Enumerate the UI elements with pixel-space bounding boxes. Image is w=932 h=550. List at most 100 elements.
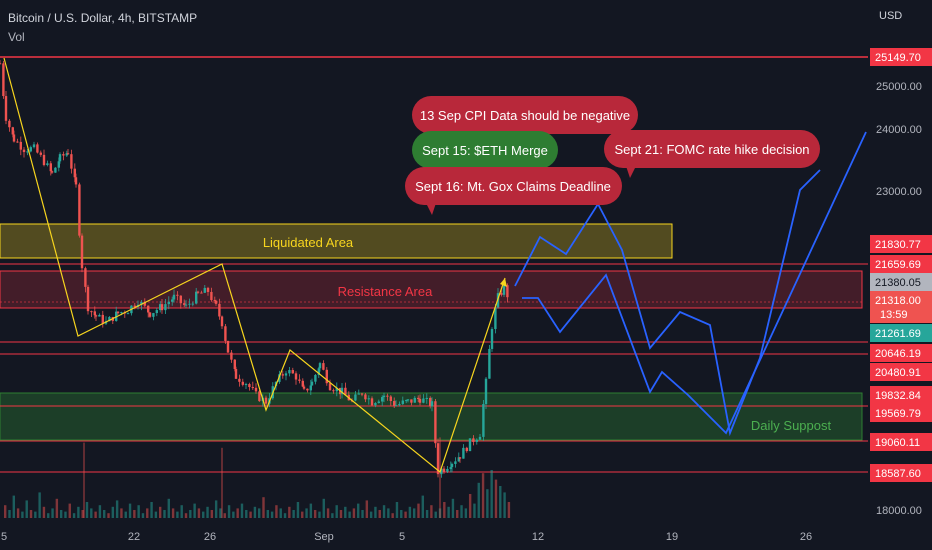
volume-bar <box>34 511 37 518</box>
candle-body <box>226 340 230 353</box>
candle-body <box>16 141 19 143</box>
candle-body <box>179 295 182 304</box>
volume-bar <box>29 510 33 518</box>
volume-bar <box>124 511 127 518</box>
candle-body <box>234 369 238 379</box>
candle-body <box>39 152 42 155</box>
volume-bar <box>387 508 390 518</box>
volume-bar <box>38 492 41 518</box>
candle-body <box>90 311 93 313</box>
volume-bar <box>115 500 119 518</box>
candle-body <box>230 352 233 360</box>
annotation-mtgox[interactable]: Sept 16: Mt. Gox Claims Deadline <box>405 167 622 215</box>
volume-bar <box>47 513 50 518</box>
volume-bar <box>391 513 394 518</box>
volume-bar <box>468 494 472 518</box>
candle-body <box>183 303 186 305</box>
price-label-text: 21830.77 <box>875 239 921 251</box>
volume-indicator-label[interactable]: Vol <box>8 30 25 44</box>
volume-bar <box>176 511 179 518</box>
candle-body <box>57 161 60 168</box>
candle-body <box>494 307 497 330</box>
candle-body <box>214 300 218 304</box>
candle-body <box>86 286 90 312</box>
volume-bar <box>275 505 278 518</box>
y-tick-label: 24000.00 <box>876 124 922 136</box>
volume-bar <box>94 511 97 518</box>
price-label-text: 21659.69 <box>875 259 921 271</box>
annotation-eth-merge[interactable]: Sept 15: $ETH Merge <box>412 131 558 169</box>
candle-body <box>148 312 152 317</box>
annotation-fomc[interactable]: Sept 21: FOMC rate hike decision <box>604 130 820 178</box>
price-axis[interactable]: 25000.00 24000.00 23000.00 18000.00 2514… <box>870 48 932 517</box>
candle-body <box>354 394 357 401</box>
candle-body <box>418 398 422 403</box>
candle-body <box>281 374 284 376</box>
symbol-title[interactable]: Bitcoin / U.S. Dollar, 4h, BITSTAMP <box>8 11 198 25</box>
volume-bar <box>369 511 373 518</box>
volume-bar <box>214 500 218 518</box>
x-tick-label: 5 <box>399 531 405 543</box>
projection-path-upper <box>514 169 821 437</box>
volume-bar <box>262 497 265 518</box>
liquidated-area-label: Liquidated Area <box>263 235 354 250</box>
candle-body <box>200 292 203 294</box>
volume-bar <box>270 511 274 518</box>
candle-body <box>328 383 332 391</box>
volume-bar <box>477 482 480 518</box>
candle-body <box>442 468 446 472</box>
candle-body <box>484 378 488 405</box>
candle-body <box>2 63 5 97</box>
candle-body <box>340 387 344 395</box>
volume-bar <box>335 505 338 518</box>
candle-body <box>140 301 143 305</box>
annotation-cpi[interactable]: 13 Sep CPI Data should be negative <box>412 96 638 134</box>
candle-body <box>155 310 158 314</box>
currency-label: USD <box>879 10 903 22</box>
volume-bar <box>232 511 235 518</box>
candle-body <box>19 141 22 150</box>
volume-bar <box>481 473 485 518</box>
candle-body <box>325 369 328 384</box>
volume-bar <box>279 508 282 518</box>
volume-bar <box>146 508 149 518</box>
candle-body <box>462 447 465 459</box>
candle-body <box>98 314 101 317</box>
candle-body <box>430 401 434 407</box>
volume-bar <box>404 511 407 518</box>
candle-body <box>357 393 360 395</box>
price-label-tag: 19569.79 <box>870 404 932 422</box>
candle-body <box>184 304 188 306</box>
annotation-eth-merge-text: Sept 15: $ETH Merge <box>422 143 548 158</box>
time-axis[interactable]: 5 22 26 Sep 5 12 19 26 <box>1 531 812 543</box>
y-tick-label: 25000.00 <box>876 81 922 93</box>
candle-body <box>84 268 87 287</box>
volume-bar <box>357 503 360 518</box>
candle-body <box>306 388 309 391</box>
candle-body <box>54 167 57 173</box>
candle-body <box>203 287 206 293</box>
candle-body <box>294 373 298 380</box>
candle-body <box>450 463 454 468</box>
volume-bar <box>12 495 16 518</box>
volume-bar <box>81 510 84 518</box>
candle-body <box>377 401 380 404</box>
candle-body <box>284 373 288 376</box>
candle-body <box>78 184 81 236</box>
candle-body <box>210 291 213 301</box>
candle-body <box>301 380 304 387</box>
pattern-arrow-head <box>500 278 507 287</box>
candle-body <box>309 385 312 391</box>
candle-body <box>101 314 104 324</box>
volume-bar <box>236 508 239 518</box>
candle-body <box>417 397 420 399</box>
volume-bar <box>16 508 20 518</box>
price-label-tag: 21380.05 <box>870 273 932 291</box>
candle-body <box>4 96 8 121</box>
candle-body <box>502 285 506 295</box>
volume-bar <box>249 511 252 518</box>
candle-body <box>318 363 322 369</box>
candle-body <box>393 401 396 406</box>
